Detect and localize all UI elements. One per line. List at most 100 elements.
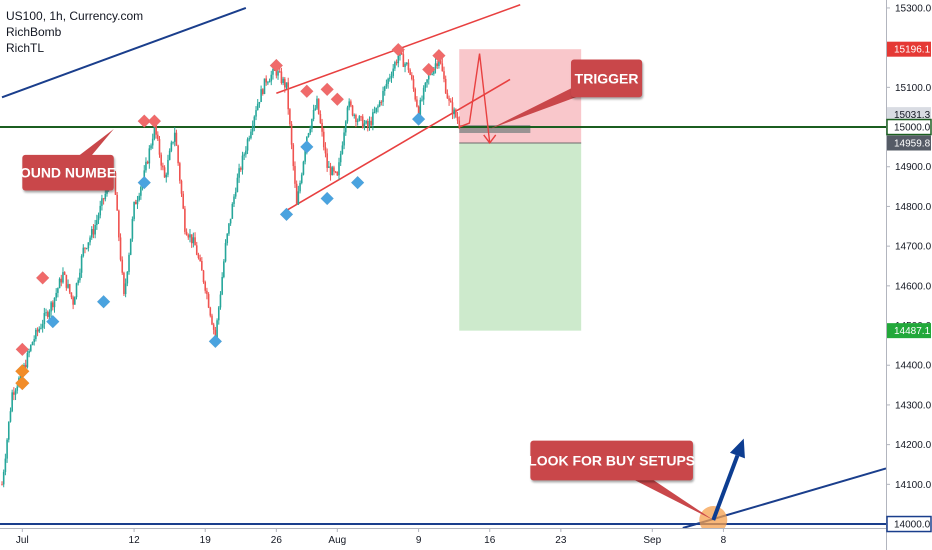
candle-body <box>368 120 371 127</box>
candle-body <box>356 120 359 122</box>
candle-body <box>421 99 423 101</box>
candle-body <box>124 283 127 295</box>
candle-body <box>60 278 63 283</box>
candle-body <box>316 98 318 109</box>
candle-body <box>372 112 374 125</box>
time-tick-label: Jul <box>16 535 29 546</box>
buy-signal-marker <box>350 175 365 190</box>
candle-body <box>133 201 135 219</box>
candle-body <box>82 247 85 257</box>
candle-body <box>243 154 245 156</box>
candle-body <box>311 118 313 129</box>
candle-body <box>284 78 286 88</box>
legend-indicator-richbomb[interactable]: RichBomb <box>6 25 62 39</box>
candle-body <box>146 161 149 164</box>
candle-body <box>148 148 151 164</box>
candle-body <box>289 109 291 125</box>
candle-body <box>104 193 107 200</box>
candle-body <box>389 77 391 79</box>
candle-body <box>155 123 157 135</box>
callout-box-trigger <box>571 59 643 98</box>
time-axis[interactable]: Jul 12 19 26 Aug 9 16 23 Sep 8 <box>0 528 886 550</box>
candle-body <box>458 120 461 128</box>
price-tag-15031-3-bg <box>887 107 931 123</box>
candle-body <box>28 350 30 354</box>
entry-signal-marker <box>14 375 30 391</box>
candle-body <box>84 247 86 249</box>
candle-body <box>427 73 430 80</box>
candle-body <box>70 292 73 298</box>
candle-body <box>267 82 269 84</box>
candle-body <box>207 294 210 308</box>
candle-body <box>11 392 13 412</box>
candle-body <box>62 272 64 283</box>
candle-body <box>455 109 457 117</box>
entry-box <box>459 125 531 133</box>
candle-body <box>414 88 417 100</box>
candle-body <box>397 55 400 64</box>
price-tag-14487-1-label: 14487.1 <box>894 326 931 337</box>
candle-body <box>443 71 445 79</box>
candle-body <box>53 297 56 308</box>
candle-body <box>24 364 27 368</box>
candle-body <box>282 78 284 84</box>
price-tag-15031-3-label: 15031.3 <box>894 110 931 121</box>
candle-body <box>158 139 161 155</box>
price-tag-15196-1-bg <box>887 41 931 57</box>
candle-body <box>26 353 29 368</box>
candle-body <box>145 161 147 171</box>
candle-body <box>106 187 108 194</box>
candle-body <box>322 131 325 148</box>
price-tick-label: 14600.0 <box>895 281 932 292</box>
candle-body <box>265 78 267 83</box>
candle-body <box>263 78 266 95</box>
candle-body <box>246 139 249 151</box>
candle-body <box>219 294 222 308</box>
candle-body <box>224 243 227 262</box>
candle-body <box>248 138 251 140</box>
candle-body <box>245 150 247 155</box>
sell-signal-marker <box>391 42 406 57</box>
candle-body <box>456 116 459 121</box>
buy-signal-marker <box>208 334 223 349</box>
projection-arrowhead <box>483 134 497 145</box>
time-tick-label: 26 <box>271 535 283 546</box>
price-tick-label: 14800.0 <box>895 202 932 213</box>
candle-body <box>329 166 332 176</box>
candle-body <box>448 98 450 101</box>
candle-body <box>217 307 220 321</box>
candle-body <box>295 183 298 205</box>
legend-indicator-richtl[interactable]: RichTL <box>6 41 45 55</box>
candle-body <box>157 134 159 140</box>
sell-signal-marker <box>269 58 284 73</box>
sell-signal-marker <box>35 271 50 285</box>
callout-box-round-number <box>22 154 114 191</box>
candle-body <box>57 288 59 293</box>
candle-body <box>80 256 83 273</box>
candle-body <box>143 170 146 181</box>
legend-symbol[interactable]: US100, 1h, Currency.com <box>6 9 144 23</box>
candle-body <box>185 231 188 236</box>
candle-body <box>433 68 435 74</box>
candle-body <box>297 191 300 205</box>
candle-body <box>170 142 173 151</box>
price-axis[interactable]: 14000.014100.014200.014300.014400.014500… <box>886 0 932 550</box>
candle-body <box>424 82 427 88</box>
buy-signal-marker <box>279 207 294 222</box>
candle-body <box>241 155 244 170</box>
candle-body <box>299 182 301 192</box>
candle-body <box>417 106 420 117</box>
candle-body <box>239 168 242 170</box>
candle-body <box>165 174 168 178</box>
candle-body <box>138 195 140 200</box>
candle-body <box>309 128 312 134</box>
candle-body <box>177 145 179 164</box>
chart-legend: US100, 1h, Currency.com RichBomb RichTL <box>6 8 143 56</box>
price-tick-label: 15100.0 <box>895 83 932 94</box>
candle-body <box>102 198 105 200</box>
candle-body <box>151 138 154 146</box>
candle-body <box>214 329 217 338</box>
buy-signal-marker <box>96 294 111 309</box>
candle-body <box>444 78 447 94</box>
